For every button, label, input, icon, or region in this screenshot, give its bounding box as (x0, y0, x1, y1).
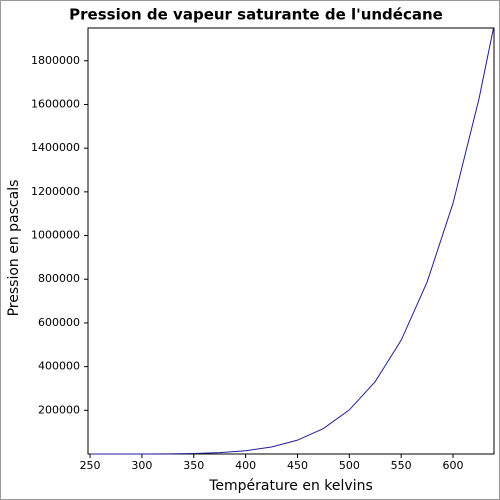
x-tick-label: 400 (235, 459, 256, 472)
y-tick-label: 800000 (38, 272, 80, 285)
y-tick-label: 600000 (38, 316, 80, 329)
x-tick-label: 500 (339, 459, 360, 472)
x-axis-label: Température en kelvins (208, 478, 373, 494)
y-axis-label: Pression en pascals (6, 180, 22, 317)
x-tick-label: 250 (80, 459, 101, 472)
x-tick-label: 350 (183, 459, 204, 472)
x-tick-label: 300 (131, 459, 152, 472)
y-tick-label: 1000000 (31, 229, 80, 242)
y-tick-label: 1200000 (31, 185, 80, 198)
y-tick-label: 200000 (38, 403, 80, 416)
y-tick-label: 1800000 (31, 54, 80, 67)
data-line (90, 27, 494, 455)
y-tick-label: 1400000 (31, 141, 80, 154)
x-tick-label: 450 (287, 459, 308, 472)
y-tick-label: 1600000 (31, 97, 80, 110)
y-tick-label: 400000 (38, 360, 80, 373)
chart-title: Pression de vapeur saturante de l'undéca… (69, 6, 443, 24)
x-tick-label: 600 (443, 459, 464, 472)
plot-area (87, 27, 495, 455)
x-tick-label: 550 (391, 459, 412, 472)
